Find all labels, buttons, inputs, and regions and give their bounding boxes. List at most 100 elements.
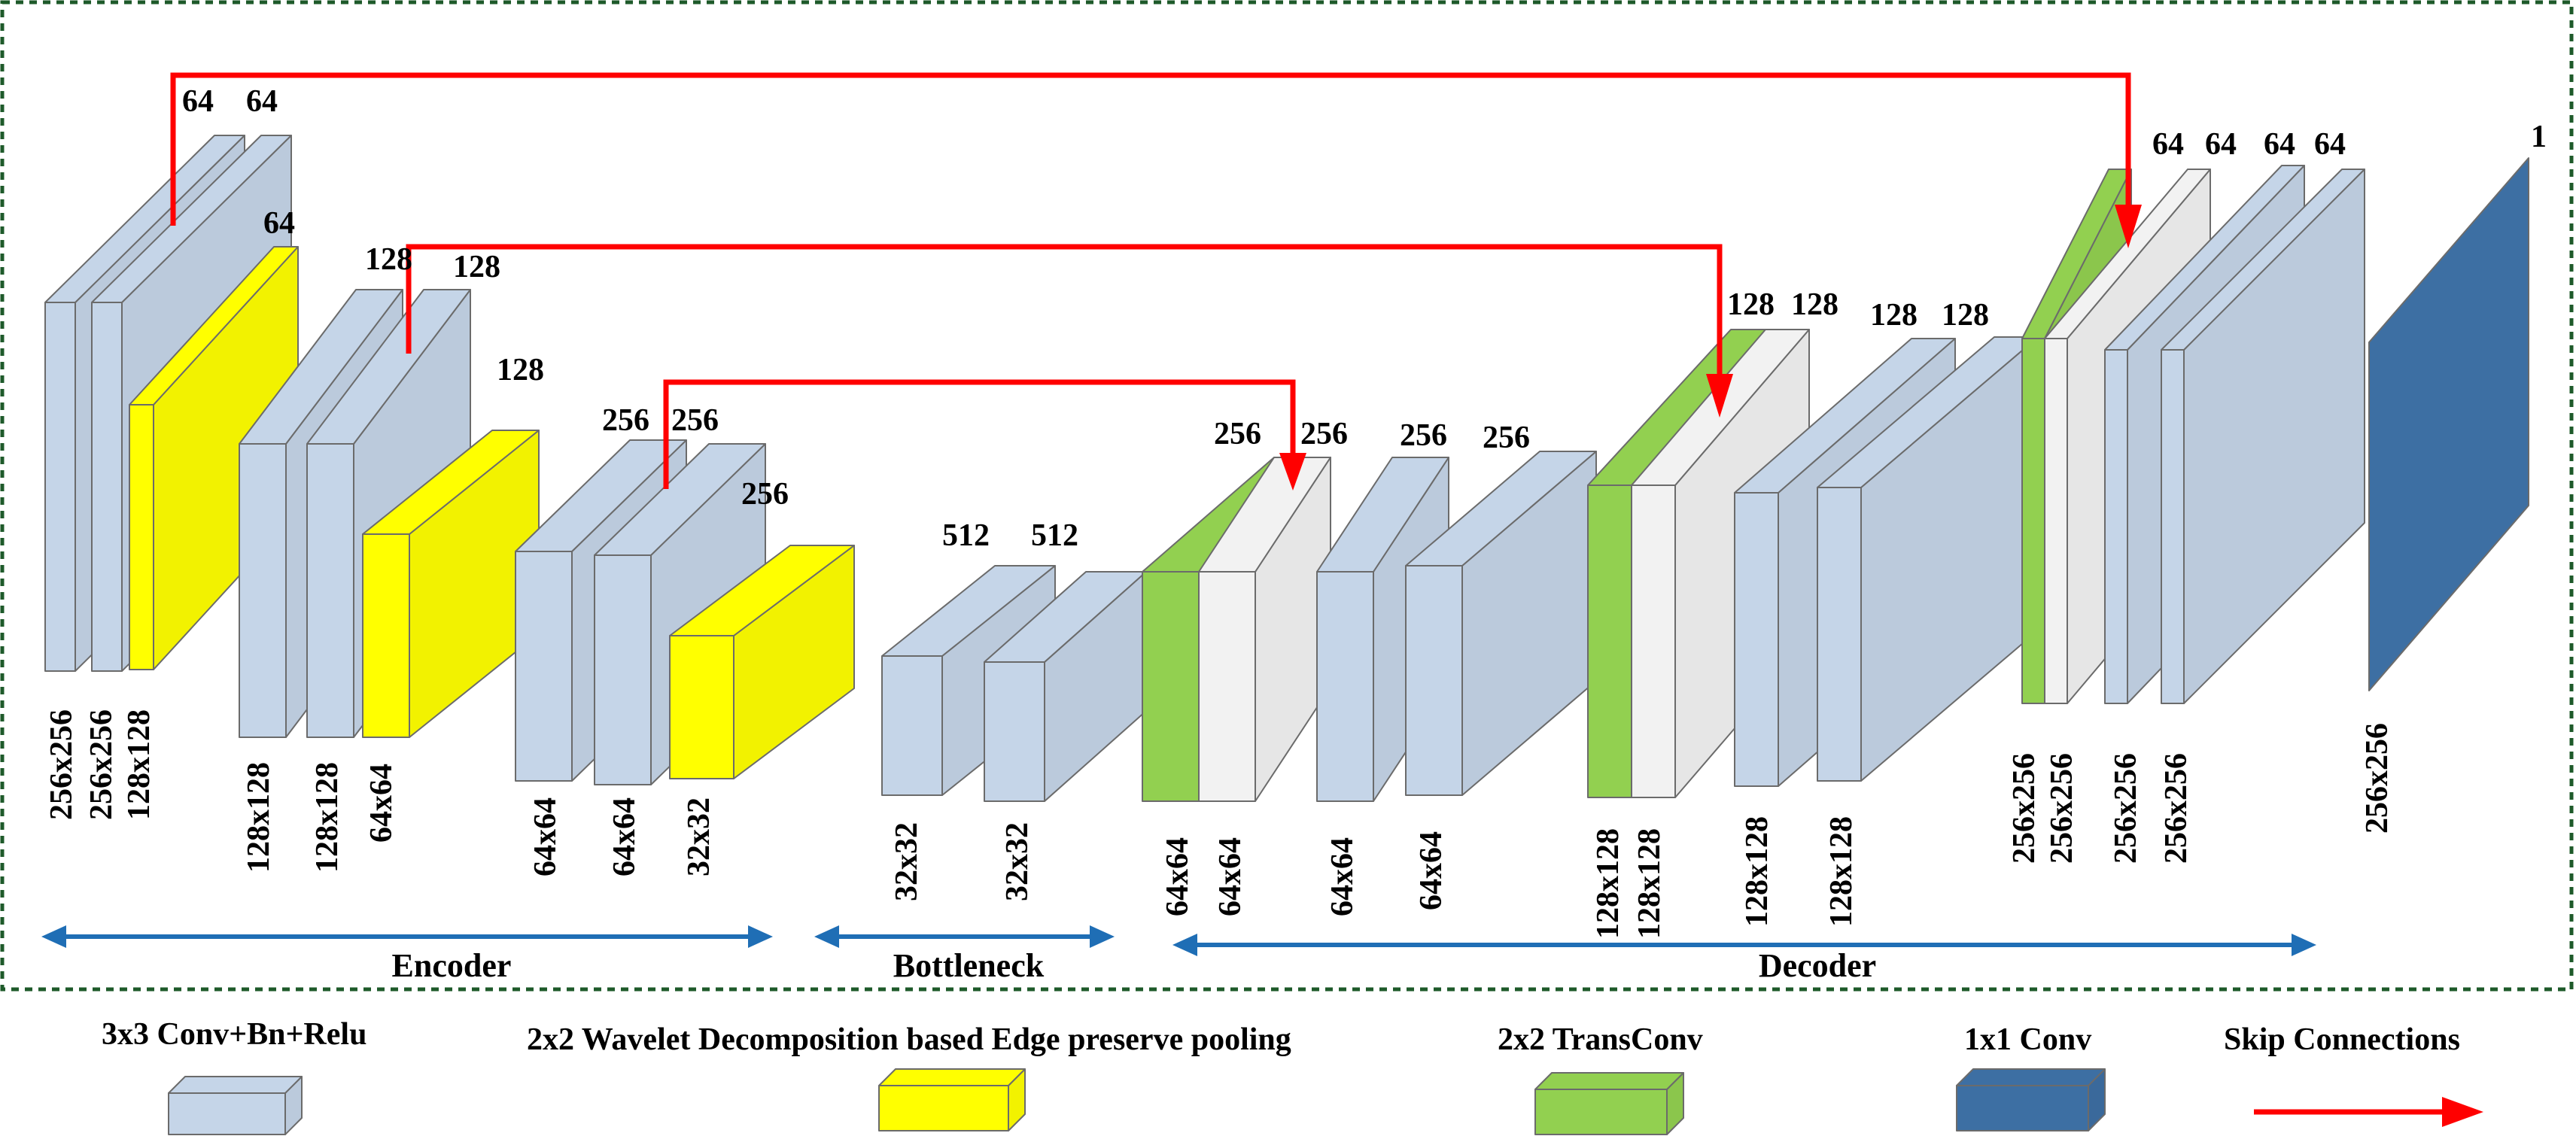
pool-layer-front xyxy=(129,404,154,670)
double-arrow-icon xyxy=(2292,934,2316,956)
conv-layer-front xyxy=(1734,492,1779,787)
size-label: 32x32 xyxy=(1000,822,1035,901)
conv-layer-front xyxy=(1405,565,1463,796)
legend: 3x3 Conv+Bn+Relu 2x2 Wavelet Decompositi… xyxy=(102,1017,2483,1127)
skip-connections xyxy=(170,72,2131,489)
double-arrow-icon xyxy=(1172,934,1197,956)
channel-labels: 64 64 64 128 128 128 256 256 256 512 512… xyxy=(182,84,2547,553)
transconv-layer-front xyxy=(1587,484,1632,798)
legend-pool-box-top xyxy=(878,1068,1026,1086)
channel-label: 64 xyxy=(2314,127,2346,162)
network-border xyxy=(0,0,2574,992)
skip-connection-128 xyxy=(406,244,1723,376)
size-label: 64x64 xyxy=(1414,831,1449,910)
size-label: 256x256 xyxy=(2159,753,2194,864)
size-label: 128x128 xyxy=(1591,828,1626,939)
legend-conv-box-front xyxy=(168,1092,286,1135)
conv-layer-front xyxy=(2104,349,2128,704)
channel-label: 256 xyxy=(741,477,789,512)
channel-label: 256 xyxy=(671,403,719,438)
layers-group xyxy=(44,135,2529,1135)
transconv-layer-front xyxy=(1142,571,1200,802)
size-label: 128x128 xyxy=(1632,828,1667,939)
double-arrow-icon xyxy=(748,925,773,948)
encoder-label: Encoder xyxy=(392,947,512,984)
conv-layer-front xyxy=(239,443,287,738)
skip-arrow-icon xyxy=(2115,205,2142,248)
channel-label: 256 xyxy=(1400,418,1447,453)
channel-label: 128 xyxy=(1727,287,1775,322)
conv-layer-front xyxy=(306,443,354,738)
channel-label: 128 xyxy=(365,242,412,277)
double-arrow-icon xyxy=(1090,925,1115,948)
skip-arrow-icon xyxy=(1706,374,1733,418)
channel-label: 64 xyxy=(2152,127,2184,162)
concat-layer-front xyxy=(1198,571,1256,802)
channel-label: 512 xyxy=(1031,518,1078,553)
channel-label: 128 xyxy=(497,353,544,387)
legend-final-conv-label: 1x1 Conv xyxy=(1964,1022,2091,1057)
channel-label: 128 xyxy=(453,250,500,284)
size-label: 256x256 xyxy=(2360,723,2395,834)
pool-layer-front xyxy=(669,635,734,779)
size-label: 256x256 xyxy=(2007,753,2042,864)
channel-label: 256 xyxy=(1300,417,1348,451)
size-label: 32x32 xyxy=(890,822,924,901)
channel-label: 256 xyxy=(1483,421,1530,455)
decoder-label: Decoder xyxy=(1759,947,1876,984)
channel-label: 64 xyxy=(2205,127,2237,162)
legend-conv-label: 3x3 Conv+Bn+Relu xyxy=(102,1017,366,1052)
size-label: 64x64 xyxy=(528,797,563,876)
size-label: 64x64 xyxy=(1213,837,1248,916)
size-label: 64x64 xyxy=(1160,837,1195,916)
size-labels: 256x256 256x256 128x128 128x128 128x128 … xyxy=(44,709,2395,939)
conv-layer-front xyxy=(1817,487,1862,782)
legend-skip-head xyxy=(2442,1097,2483,1127)
transconv-layer-front xyxy=(2021,338,2045,704)
size-label: 64x64 xyxy=(1325,837,1360,916)
channel-label: 256 xyxy=(1214,417,1261,451)
concat-layer-front xyxy=(2044,338,2068,704)
conv-layer-front xyxy=(984,661,1045,802)
size-label: 128x128 xyxy=(1740,816,1775,927)
skip-connection-64 xyxy=(170,72,2131,226)
legend-transconv-label: 2x2 TransConv xyxy=(1498,1022,1703,1057)
channel-label: 128 xyxy=(1870,298,1918,333)
skip-arrowheads xyxy=(1279,205,2142,491)
final-conv-layer xyxy=(2368,157,2529,691)
channel-label: 512 xyxy=(942,518,990,553)
size-label: 256x256 xyxy=(84,709,119,820)
conv-layer-front xyxy=(515,551,573,782)
size-label: 128x128 xyxy=(122,709,157,820)
skip-arrow-icon xyxy=(2254,1097,2483,1127)
legend-conv-box-top xyxy=(168,1076,303,1094)
size-label: 128x128 xyxy=(310,762,345,873)
channel-label: 1 xyxy=(2531,120,2547,154)
channel-label: 64 xyxy=(2264,127,2295,162)
concat-layer-front xyxy=(1631,484,1676,798)
channel-label: 128 xyxy=(1942,298,1989,333)
legend-pool-label: 2x2 Wavelet Decomposition based Edge pre… xyxy=(527,1022,1291,1057)
legend-skip-label: Skip Connections xyxy=(2224,1022,2460,1057)
size-label: 64x64 xyxy=(364,764,399,843)
conv-layer-front xyxy=(91,302,123,672)
double-arrow-icon xyxy=(41,925,66,948)
channel-label: 256 xyxy=(602,403,649,438)
bottleneck-label: Bottleneck xyxy=(893,947,1045,984)
conv-layer-front xyxy=(594,554,652,785)
skip-arrow-icon xyxy=(1279,453,1306,491)
double-arrow-icon xyxy=(814,925,839,948)
legend-transconv-box-front xyxy=(1534,1089,1668,1135)
conv-layer-front xyxy=(44,302,76,672)
legend-pool-box-front xyxy=(878,1085,1009,1131)
skip-connection-256 xyxy=(663,379,1296,489)
channel-label: 128 xyxy=(1791,287,1838,322)
size-label: 32x32 xyxy=(682,797,716,876)
size-label: 128x128 xyxy=(242,762,276,873)
size-label: 64x64 xyxy=(607,797,642,876)
section-arrows xyxy=(41,925,2316,956)
channel-label: 64 xyxy=(246,84,278,119)
conv-layer-front xyxy=(1316,571,1374,802)
legend-final-conv-box-front xyxy=(1956,1085,2089,1131)
